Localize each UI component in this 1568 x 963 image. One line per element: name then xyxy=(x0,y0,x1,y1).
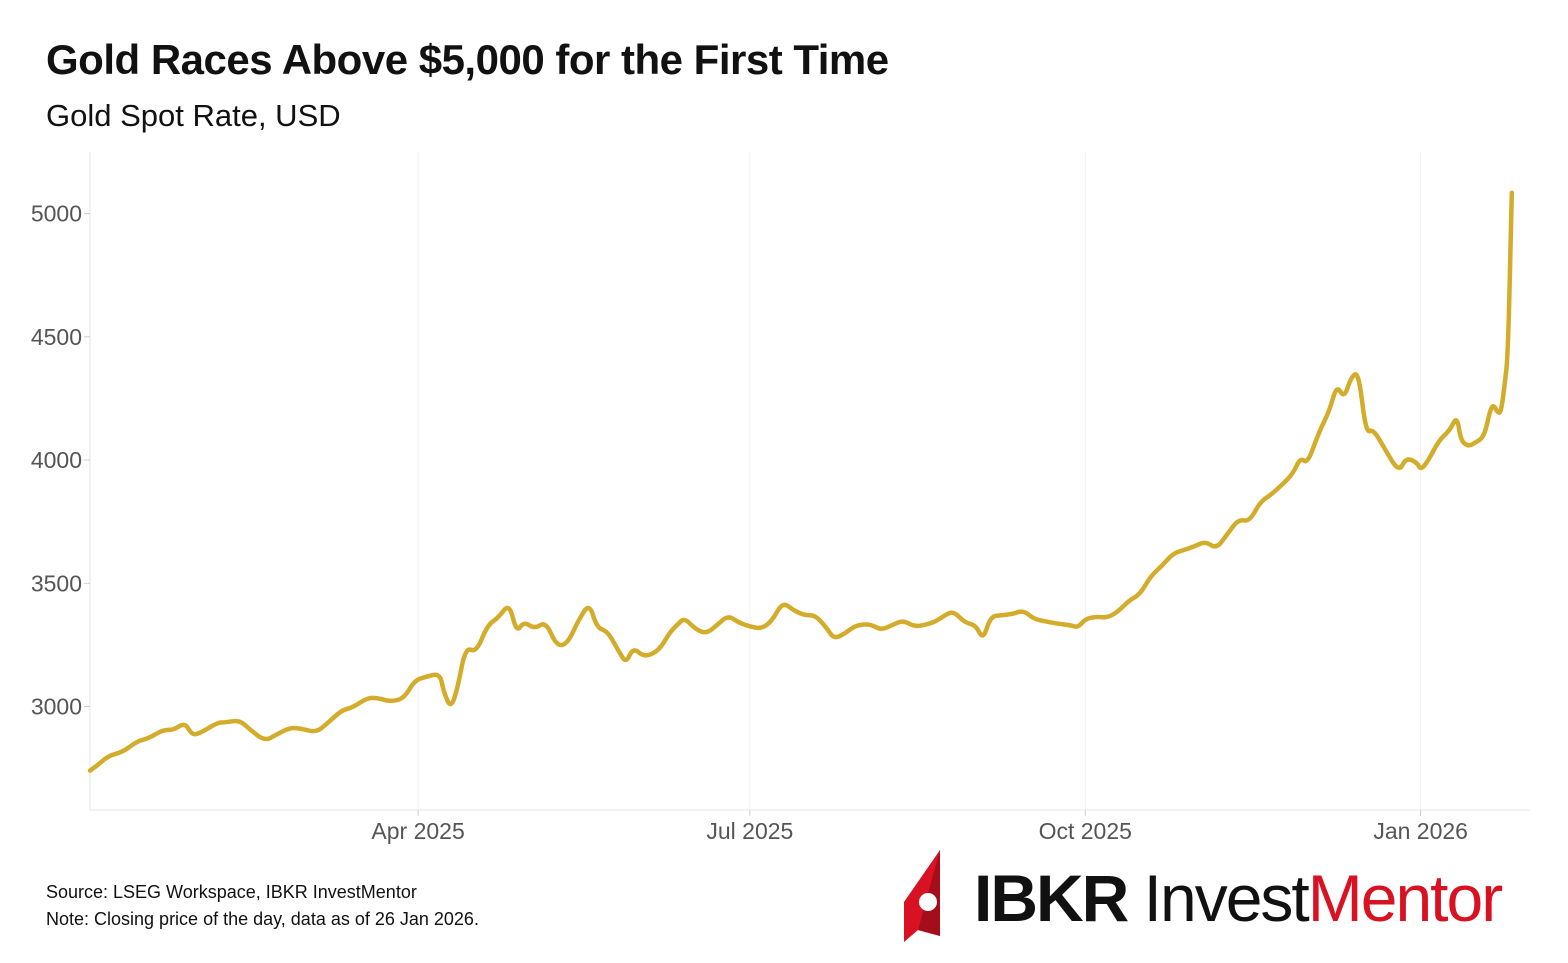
chart-subtitle: Gold Spot Rate, USD xyxy=(46,98,341,133)
y-tick-label: 5000 xyxy=(31,201,82,227)
series-layer xyxy=(87,190,1515,773)
brand-invest: Invest xyxy=(1143,861,1310,935)
axes xyxy=(84,152,1530,816)
footnotes: Source: LSEG Workspace, IBKR InvestMento… xyxy=(46,879,479,933)
x-tick-label: Jul 2025 xyxy=(706,818,793,844)
y-tick-label: 3000 xyxy=(31,693,82,719)
chart-title: Gold Races Above $5,000 for the First Ti… xyxy=(46,36,889,83)
source-note: Source: LSEG Workspace, IBKR InvestMento… xyxy=(46,882,417,902)
brand-ibkr: IBKR xyxy=(974,861,1144,935)
brand-logo[interactable]: IBKR InvestMentor xyxy=(904,850,1544,945)
x-tick-label: Apr 2025 xyxy=(371,818,464,844)
brand-wordmark: IBKR InvestMentor xyxy=(974,858,1503,938)
y-tick-label: 3500 xyxy=(31,570,82,596)
y-tick-label: 4000 xyxy=(31,447,82,473)
x-tick-label: Oct 2025 xyxy=(1039,818,1132,844)
y-tick-label: 4500 xyxy=(31,324,82,350)
brand-mentor: Mentor xyxy=(1307,861,1503,935)
gridlines xyxy=(417,152,1422,810)
data-note: Note: Closing price of the day, data as … xyxy=(46,909,479,929)
series-line xyxy=(87,190,1515,773)
ibkr-logo-mark-icon xyxy=(904,850,940,942)
x-tick-label: Jan 2026 xyxy=(1373,818,1468,844)
tick-labels: Apr 2025 Jul 2025 Oct 2025 Jan 2026 3000 3500… xyxy=(31,201,1468,844)
